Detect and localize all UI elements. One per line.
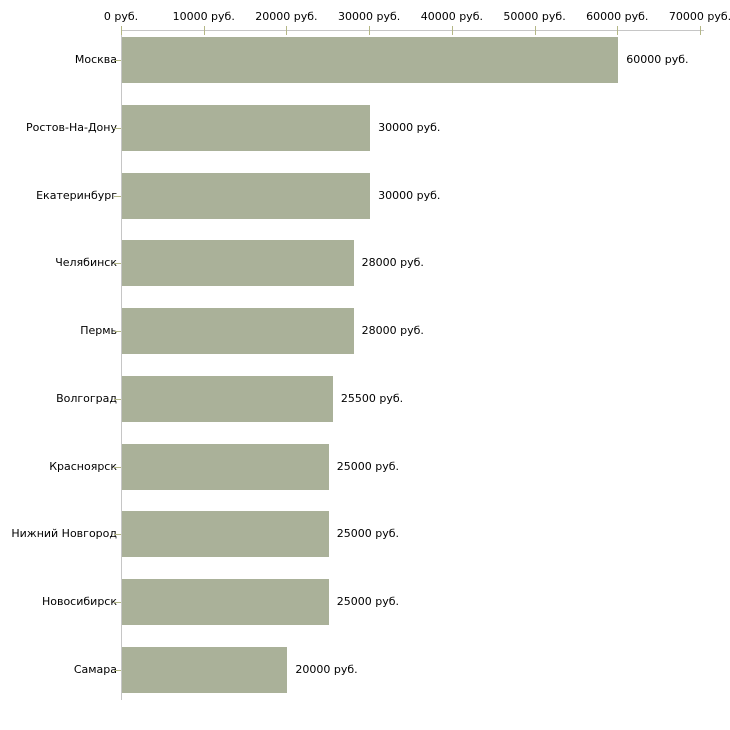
bar-value-label: 25000 руб. [336, 459, 400, 473]
bar-value-label: 30000 руб. [378, 188, 441, 202]
bar-value-label: 25000 руб. [336, 595, 400, 608]
x-axis-tick-label: 50000 руб. [503, 10, 566, 23]
category-label: Екатеринбург [36, 188, 117, 202]
bar [122, 104, 371, 151]
bar-value-label: 25500 руб. [340, 391, 404, 405]
y-axis-line [121, 30, 122, 700]
bar [122, 443, 329, 490]
x-axis-tick-label: 0 руб. [103, 10, 139, 23]
category-label: Нижний Новгород [11, 527, 117, 541]
category-label: Пермь [80, 324, 117, 337]
x-axis-tick-mark [617, 26, 618, 35]
bar-value-label: 30000 руб. [378, 120, 441, 134]
bar-value-label: 28000 руб. [361, 256, 424, 270]
x-axis-tick-mark [121, 26, 122, 35]
bar [122, 646, 288, 693]
bar [122, 172, 371, 219]
x-axis-tick-mark [452, 26, 453, 35]
bar-value-label: 28000 руб. [361, 324, 424, 337]
y-axis-tick-mark [114, 467, 121, 468]
bar-value-label: 25000 руб. [336, 527, 400, 541]
x-axis-tick-mark [286, 26, 287, 35]
bar [122, 240, 354, 287]
bar-value-label: 20000 руб. [295, 662, 358, 676]
category-label: Ростов-На-Дону [25, 120, 117, 134]
y-axis-tick-mark [114, 128, 121, 129]
y-axis-tick-mark [114, 602, 121, 603]
category-label: Самара [73, 662, 117, 676]
category-label: Челябинск [55, 256, 117, 270]
y-axis-tick-mark [114, 399, 121, 400]
bar [122, 375, 333, 422]
x-axis-tick-label: 10000 руб. [172, 10, 235, 23]
y-axis-tick-mark [114, 670, 121, 671]
y-axis-tick-mark [114, 196, 121, 197]
x-axis-tick-mark [535, 26, 536, 35]
bar [122, 511, 329, 558]
y-axis-tick-mark [114, 263, 121, 264]
category-label: Москва [74, 53, 117, 66]
y-axis-tick-mark [114, 331, 121, 332]
category-label: Новосибирск [41, 595, 117, 608]
y-axis-tick-mark [114, 60, 121, 61]
x-axis-tick-label: 40000 руб. [420, 10, 483, 23]
x-axis-tick-label: 30000 руб. [338, 10, 401, 23]
category-label: Волгоград [56, 391, 117, 405]
bar [122, 579, 329, 625]
x-axis-tick-label: 20000 руб. [255, 10, 318, 23]
x-axis-tick-mark [700, 26, 701, 35]
x-axis-line [121, 30, 704, 31]
bar [122, 308, 354, 354]
category-label: Красноярск [49, 459, 117, 473]
x-axis-tick-label: 60000 руб. [586, 10, 649, 23]
x-axis-tick-mark [204, 26, 205, 35]
x-axis-tick-mark [369, 26, 370, 35]
bar [122, 37, 619, 83]
y-axis-tick-mark [114, 534, 121, 535]
bar-value-label: 60000 руб. [626, 53, 689, 66]
x-axis-tick-label: 70000 руб. [668, 10, 730, 23]
